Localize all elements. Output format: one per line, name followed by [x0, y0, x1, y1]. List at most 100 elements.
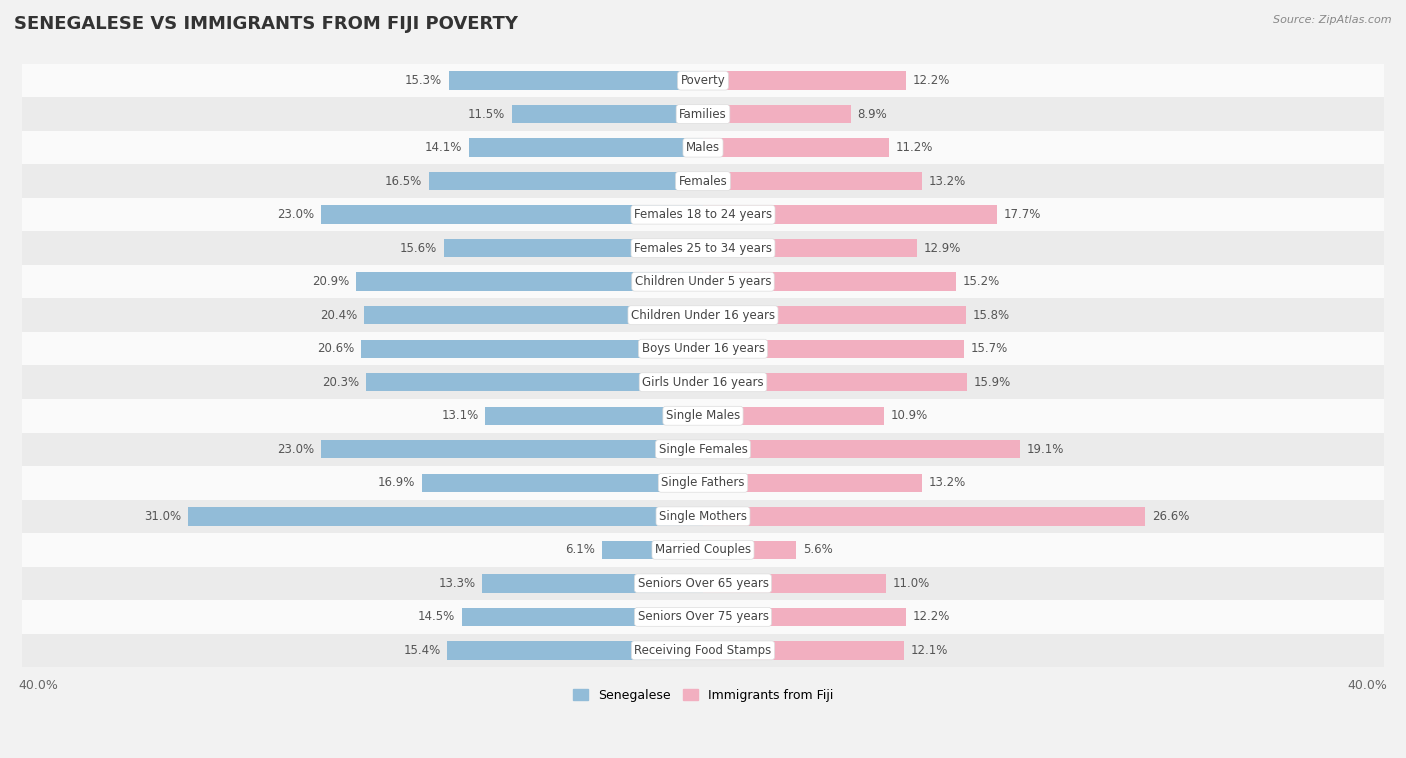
- Bar: [447, 641, 703, 659]
- Bar: [703, 272, 956, 291]
- Bar: [21, 64, 1385, 97]
- Text: 15.8%: 15.8%: [972, 309, 1010, 321]
- Text: Source: ZipAtlas.com: Source: ZipAtlas.com: [1274, 15, 1392, 25]
- Bar: [703, 440, 1021, 459]
- Text: 14.5%: 14.5%: [418, 610, 456, 623]
- Text: Seniors Over 75 years: Seniors Over 75 years: [637, 610, 769, 623]
- Bar: [21, 500, 1385, 533]
- Bar: [703, 306, 966, 324]
- Bar: [512, 105, 703, 124]
- Bar: [188, 507, 703, 525]
- Bar: [21, 533, 1385, 566]
- Text: Males: Males: [686, 141, 720, 154]
- Text: 12.2%: 12.2%: [912, 74, 950, 87]
- Text: Seniors Over 65 years: Seniors Over 65 years: [637, 577, 769, 590]
- Bar: [602, 540, 703, 559]
- Bar: [21, 299, 1385, 332]
- Bar: [321, 205, 703, 224]
- Bar: [422, 474, 703, 492]
- Text: 12.9%: 12.9%: [924, 242, 962, 255]
- Bar: [703, 139, 889, 157]
- Bar: [21, 365, 1385, 399]
- Text: 11.0%: 11.0%: [893, 577, 929, 590]
- Bar: [356, 272, 703, 291]
- Bar: [364, 306, 703, 324]
- Text: 13.1%: 13.1%: [441, 409, 478, 422]
- Bar: [21, 566, 1385, 600]
- Bar: [429, 172, 703, 190]
- Text: 8.9%: 8.9%: [858, 108, 887, 121]
- Legend: Senegalese, Immigrants from Fiji: Senegalese, Immigrants from Fiji: [568, 684, 838, 707]
- Text: 13.2%: 13.2%: [929, 476, 966, 490]
- Bar: [21, 97, 1385, 131]
- Bar: [482, 574, 703, 593]
- Bar: [463, 608, 703, 626]
- Bar: [21, 131, 1385, 164]
- Bar: [21, 231, 1385, 265]
- Text: 13.2%: 13.2%: [929, 174, 966, 188]
- Bar: [21, 265, 1385, 299]
- Text: 6.1%: 6.1%: [565, 543, 595, 556]
- Bar: [485, 406, 703, 425]
- Text: 15.6%: 15.6%: [399, 242, 437, 255]
- Text: 5.6%: 5.6%: [803, 543, 832, 556]
- Bar: [21, 198, 1385, 231]
- Text: 13.3%: 13.3%: [439, 577, 475, 590]
- Bar: [703, 574, 886, 593]
- Bar: [361, 340, 703, 358]
- Text: Boys Under 16 years: Boys Under 16 years: [641, 342, 765, 356]
- Bar: [703, 373, 967, 391]
- Bar: [21, 433, 1385, 466]
- Text: 15.2%: 15.2%: [962, 275, 1000, 288]
- Text: Married Couples: Married Couples: [655, 543, 751, 556]
- Text: 23.0%: 23.0%: [277, 443, 314, 456]
- Bar: [21, 634, 1385, 667]
- Text: 15.3%: 15.3%: [405, 74, 441, 87]
- Text: 11.5%: 11.5%: [468, 108, 505, 121]
- Text: 12.1%: 12.1%: [911, 644, 948, 657]
- Text: 12.2%: 12.2%: [912, 610, 950, 623]
- Text: 17.7%: 17.7%: [1004, 208, 1042, 221]
- Bar: [21, 466, 1385, 500]
- Bar: [468, 139, 703, 157]
- Text: 20.4%: 20.4%: [321, 309, 357, 321]
- Text: 23.0%: 23.0%: [277, 208, 314, 221]
- Text: 14.1%: 14.1%: [425, 141, 463, 154]
- Text: Families: Families: [679, 108, 727, 121]
- Text: Poverty: Poverty: [681, 74, 725, 87]
- Text: Girls Under 16 years: Girls Under 16 years: [643, 376, 763, 389]
- Text: SENEGALESE VS IMMIGRANTS FROM FIJI POVERTY: SENEGALESE VS IMMIGRANTS FROM FIJI POVER…: [14, 15, 517, 33]
- Bar: [703, 641, 904, 659]
- Bar: [21, 332, 1385, 365]
- Bar: [21, 399, 1385, 433]
- Text: Single Females: Single Females: [658, 443, 748, 456]
- Bar: [449, 71, 703, 89]
- Text: 15.7%: 15.7%: [970, 342, 1008, 356]
- Text: 16.9%: 16.9%: [378, 476, 416, 490]
- Bar: [321, 440, 703, 459]
- Text: Females 25 to 34 years: Females 25 to 34 years: [634, 242, 772, 255]
- Bar: [21, 164, 1385, 198]
- Bar: [703, 239, 917, 258]
- Text: 20.3%: 20.3%: [322, 376, 359, 389]
- Text: 15.4%: 15.4%: [404, 644, 440, 657]
- Text: 11.2%: 11.2%: [896, 141, 934, 154]
- Bar: [366, 373, 703, 391]
- Bar: [703, 540, 796, 559]
- Bar: [703, 406, 884, 425]
- Text: 10.9%: 10.9%: [891, 409, 928, 422]
- Text: 19.1%: 19.1%: [1026, 443, 1064, 456]
- Text: Single Fathers: Single Fathers: [661, 476, 745, 490]
- Text: Receiving Food Stamps: Receiving Food Stamps: [634, 644, 772, 657]
- Text: Females 18 to 24 years: Females 18 to 24 years: [634, 208, 772, 221]
- Bar: [703, 608, 905, 626]
- Bar: [703, 105, 851, 124]
- Bar: [444, 239, 703, 258]
- Text: 20.9%: 20.9%: [312, 275, 349, 288]
- Text: 31.0%: 31.0%: [143, 510, 181, 523]
- Text: 16.5%: 16.5%: [385, 174, 422, 188]
- Text: Children Under 16 years: Children Under 16 years: [631, 309, 775, 321]
- Bar: [703, 340, 965, 358]
- Bar: [703, 205, 997, 224]
- Text: 26.6%: 26.6%: [1152, 510, 1189, 523]
